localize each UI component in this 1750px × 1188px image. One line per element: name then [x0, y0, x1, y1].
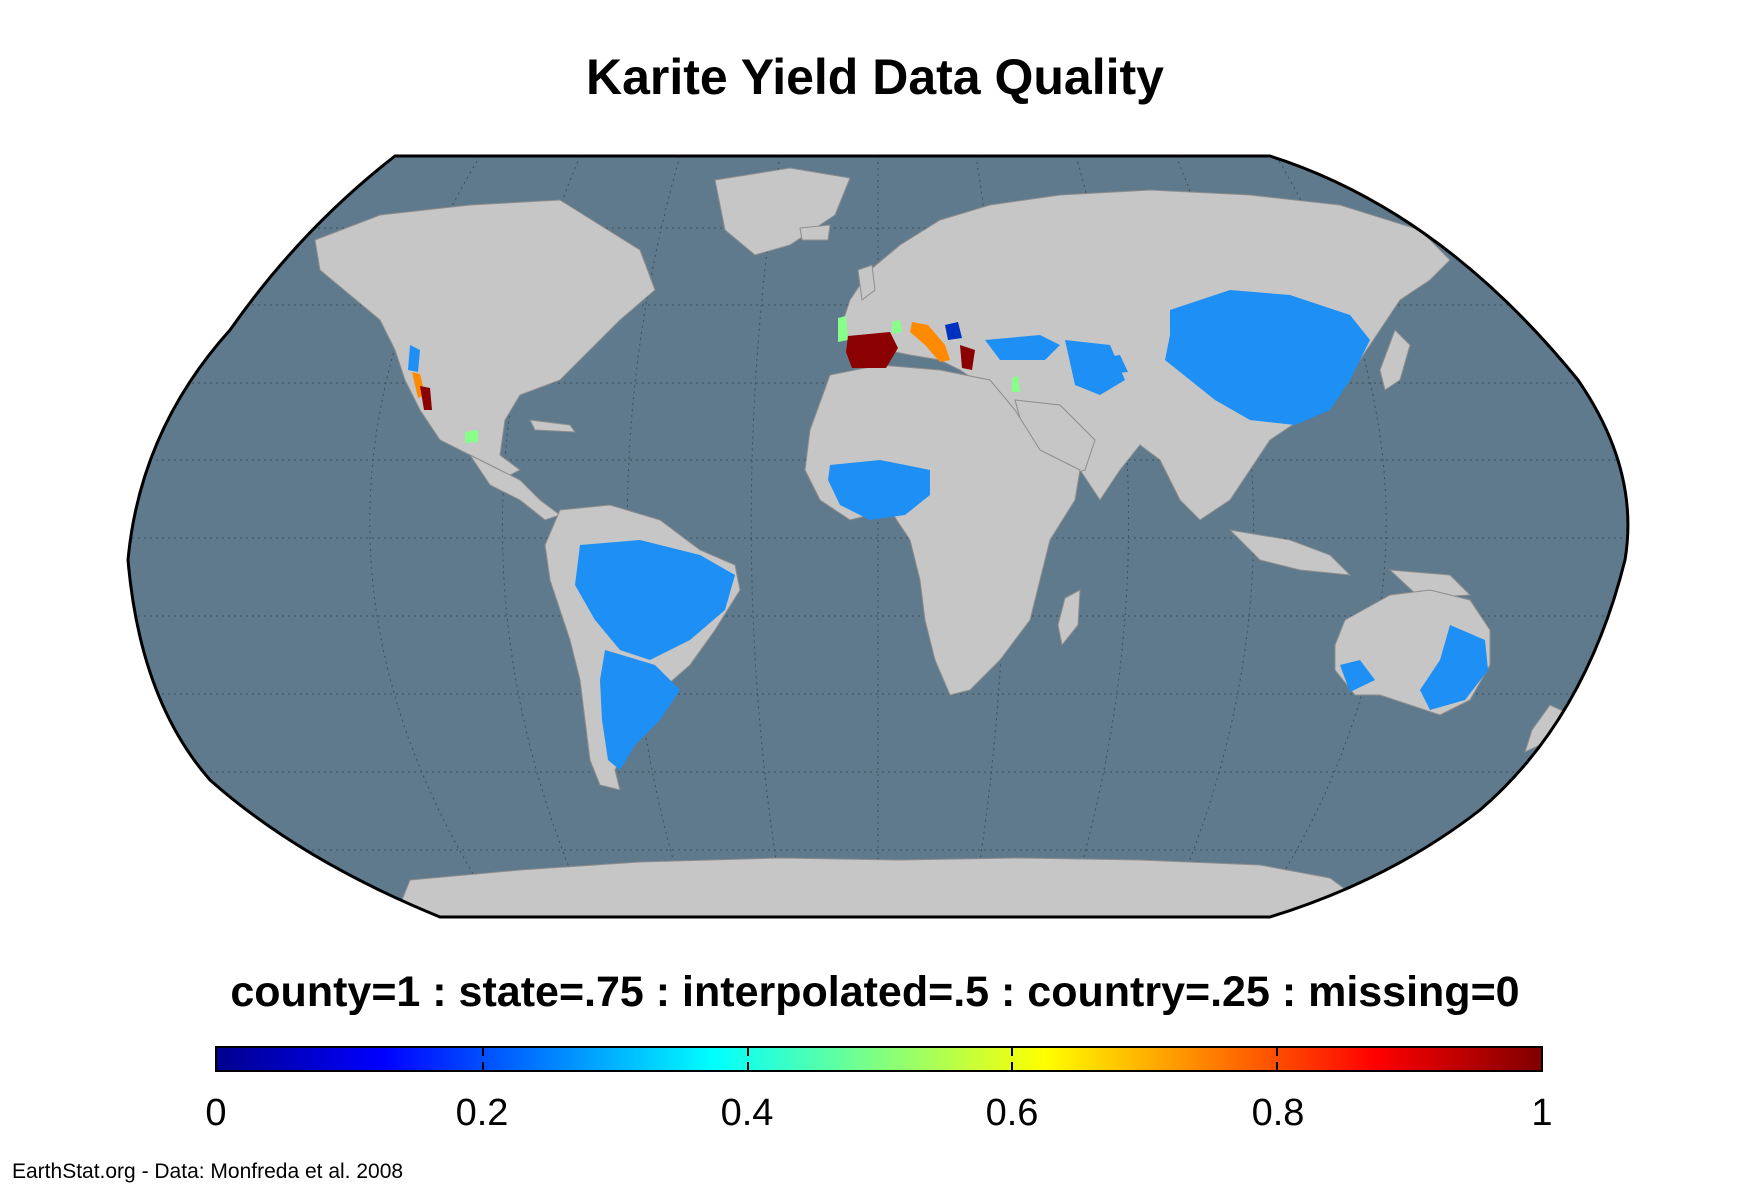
region-west-africa	[828, 460, 930, 520]
region-australia-east	[1420, 625, 1488, 710]
low-value-regions	[945, 322, 962, 340]
region-balkans	[945, 322, 962, 340]
landmass-iceland	[799, 224, 831, 241]
landmass-se-asia-islands	[1228, 529, 1352, 576]
colorbar-tick-bottom	[746, 1062, 749, 1070]
colorbar	[215, 1046, 1543, 1072]
colorbar-tick-top	[481, 1048, 484, 1056]
colorbar-tick-label: 0.6	[985, 1092, 1039, 1134]
region-argentina	[600, 650, 680, 770]
colorbar-tick-bottom	[481, 1062, 484, 1070]
landmass-madagascar	[1057, 589, 1081, 647]
legend-title: county=1 : state=.75 : interpolated=.5 :…	[230, 968, 1520, 1016]
interpolated-regions	[465, 316, 1020, 443]
region-portugal-interp	[838, 316, 848, 342]
region-china	[1165, 290, 1370, 425]
county-level-regions	[420, 332, 975, 410]
landmass-antarctica	[399, 857, 1361, 917]
region-france-interp	[892, 320, 902, 334]
colorbar-tick-bottom	[1276, 1062, 1279, 1070]
region-mexico-interp	[465, 430, 478, 443]
region-greece	[960, 345, 975, 370]
landmass-north-america	[314, 199, 656, 481]
colorbar-tick-top	[1276, 1048, 1279, 1056]
region-california-county	[420, 386, 432, 410]
map-title: Karite Yield Data Quality	[586, 49, 1164, 105]
landmass-africa	[804, 364, 1081, 696]
region-brazil	[575, 540, 735, 660]
landmass-caribbean	[529, 419, 577, 433]
colorbar-tick-label: 0	[205, 1092, 227, 1134]
region-turkey	[985, 335, 1060, 360]
region-pakistan	[1085, 355, 1128, 375]
region-usa-west	[408, 345, 420, 372]
region-levant-interp	[1012, 376, 1020, 392]
map-frame	[126, 154, 1630, 919]
region-australia-west	[1340, 660, 1375, 692]
colorbar-tick-bottom	[1011, 1062, 1014, 1070]
landmass-japan	[1379, 329, 1411, 391]
colorbar-tick-top	[1011, 1048, 1014, 1056]
region-italy	[910, 322, 950, 362]
country-level-regions	[408, 290, 1488, 770]
colorbar-tick-label: 1	[1531, 1092, 1553, 1134]
landmass-new-guinea	[1388, 569, 1472, 599]
region-spain	[846, 332, 898, 368]
colorbar-tick-label: 0.8	[1251, 1092, 1305, 1134]
data-credit: EarthStat.org - Data: Monfreda et al. 20…	[12, 1160, 404, 1183]
colorbar-tick-label: 0.4	[720, 1092, 774, 1134]
landmass-british-isles	[857, 264, 876, 301]
colorbar-tick-label: 0.2	[455, 1092, 509, 1134]
colorbar-tick-top	[746, 1048, 749, 1056]
